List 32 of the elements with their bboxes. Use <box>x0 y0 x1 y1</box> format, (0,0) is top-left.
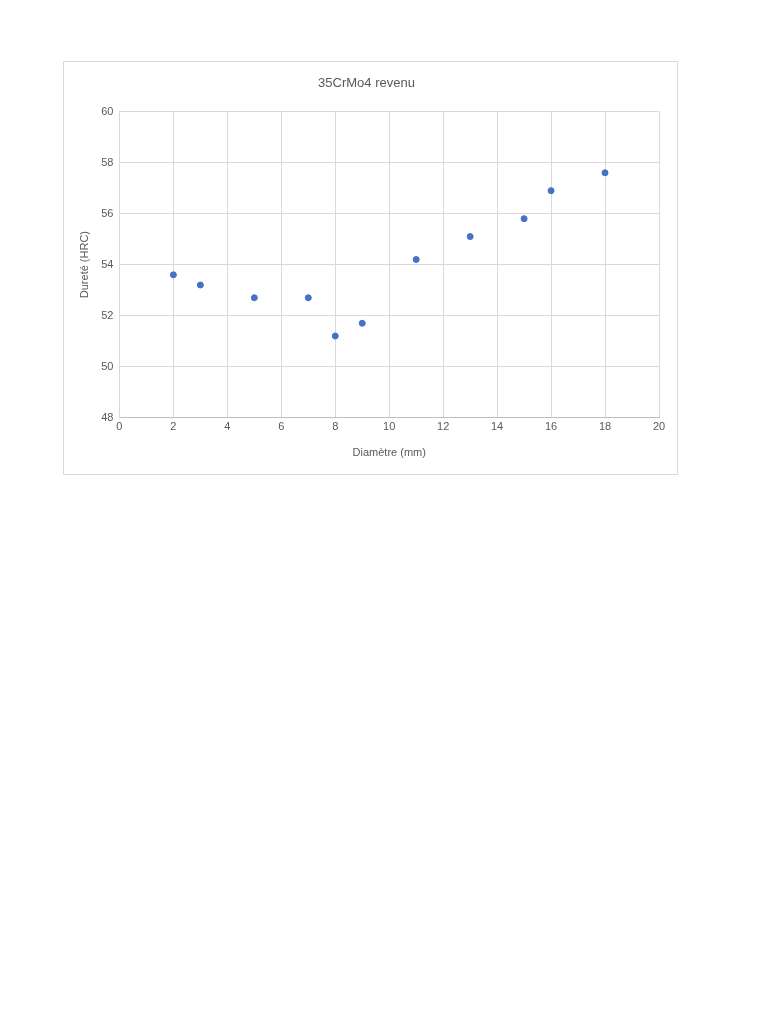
point <box>169 271 177 279</box>
x-tick-label: 8 <box>332 420 339 433</box>
point <box>601 169 609 177</box>
point <box>358 319 366 327</box>
y-axis-title: Dureté (HRC) <box>77 230 90 299</box>
point <box>304 294 312 302</box>
point <box>250 294 258 302</box>
x-tick-label: 10 <box>383 420 396 433</box>
point <box>412 256 420 263</box>
y-tick-label: 54 <box>101 257 114 270</box>
point <box>331 332 339 340</box>
y-tick-label: 58 <box>101 155 114 168</box>
x-tick-label: 6 <box>278 420 285 433</box>
x-tick-label: 18 <box>598 420 612 433</box>
x-tick-label: 16 <box>544 420 558 433</box>
x-tick-label: 0 <box>116 420 123 433</box>
point <box>547 187 555 195</box>
x-tick-label: 4 <box>224 420 231 433</box>
chart-title: 35CrMo4 revenu <box>318 75 415 91</box>
point <box>520 215 528 223</box>
y-tick-label: 56 <box>101 206 114 219</box>
y-tick-label: 52 <box>101 308 114 321</box>
y-tick-label: 48 <box>101 410 114 423</box>
y-tick-label: 50 <box>101 359 114 372</box>
point <box>466 233 474 241</box>
x-tick-label: 12 <box>437 420 450 433</box>
x-tick-label: 14 <box>491 420 504 433</box>
x-axis-title: Diamètre (mm) <box>352 446 426 459</box>
x-tick-label: 2 <box>170 420 177 433</box>
point <box>196 281 204 289</box>
y-tick-label: 60 <box>101 104 114 117</box>
x-tick-label: 20 <box>652 420 666 433</box>
